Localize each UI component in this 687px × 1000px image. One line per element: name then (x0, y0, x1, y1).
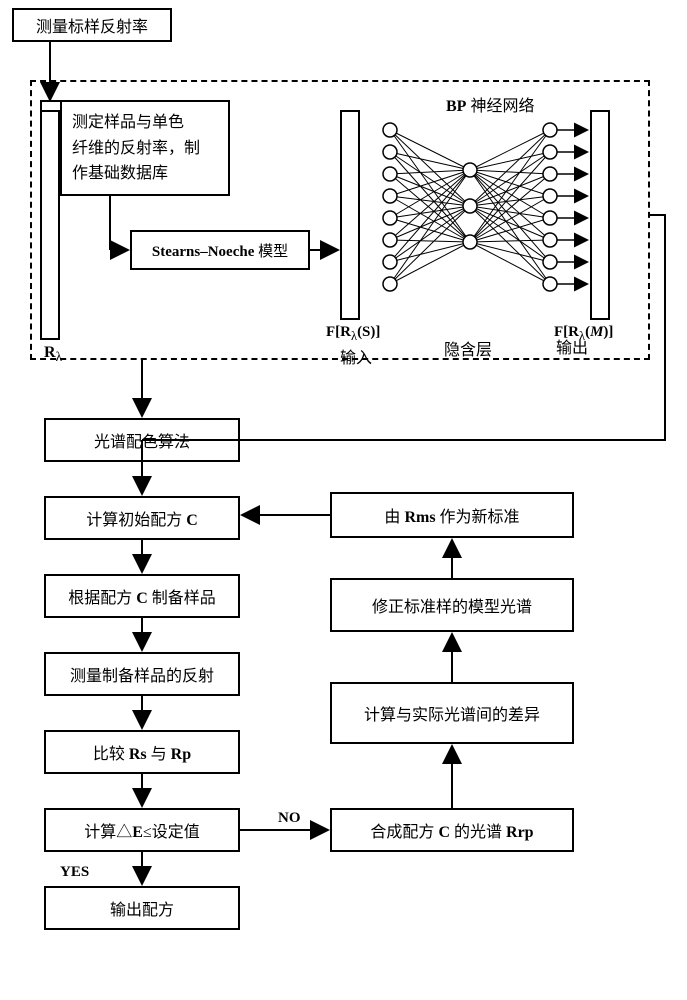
text: Stearns–Noeche 模型 (152, 240, 288, 261)
text: 比较 Rs 与 Rp (93, 740, 191, 764)
rect-F-RlS (340, 110, 360, 320)
box-measure-ref: 测量制备样品的反射 (44, 652, 240, 696)
box-spec-algo: 光谱配色算法 (44, 418, 240, 462)
label-output: 输出 (556, 334, 588, 358)
text: 合成配方 C 的光谱 Rrp (370, 818, 533, 842)
box-rms-std: 由 Rms 作为新标准 (330, 492, 574, 538)
box-calc-diff: 计算与实际光谱间的差异 (330, 682, 574, 744)
box-compare: 比较 Rs 与 Rp (44, 730, 240, 774)
text: 光谱配色算法 (94, 428, 190, 452)
text: 测量制备样品的反射 (70, 662, 214, 686)
label-no: NO (278, 810, 301, 827)
label-input: 输入 (340, 344, 372, 368)
text: 修正标准样的模型光谱 (372, 593, 532, 617)
box-calc-dE: 计算△E≤设定值 (44, 808, 240, 852)
text: 输出配方 (110, 896, 174, 920)
text: 计算初始配方 C (86, 506, 198, 530)
box-calc-c: 计算初始配方 C (44, 496, 240, 540)
line3: 作基础数据库 (72, 165, 168, 182)
label-F-RlS: F[Rλ(S)] (326, 324, 380, 344)
line2: 纤维的反射率，制 (72, 140, 200, 157)
box-output-recipe: 输出配方 (44, 886, 240, 930)
line1: 测定样品与单色 (72, 114, 184, 131)
label-R-lambda: Rλ (44, 344, 62, 365)
box-correct-model: 修正标准样的模型光谱 (330, 578, 574, 632)
box-stearns-model: Stearns–Noeche 模型 (130, 230, 310, 270)
text: 计算与实际光谱间的差异 (364, 701, 540, 725)
text: 根据配方 C 制备样品 (68, 584, 216, 608)
rect-F-RlM (590, 110, 610, 320)
box-database: 测定样品与单色 纤维的反射率，制 作基础数据库 (60, 100, 230, 196)
label-bp-nn: BP 神经网络 (446, 92, 534, 116)
text: 测量标样反射率 (36, 13, 148, 37)
text: 由 Rms 作为新标准 (384, 503, 519, 527)
label-hidden: 隐含层 (444, 336, 492, 360)
box-synth-rrp: 合成配方 C 的光谱 Rrp (330, 808, 574, 852)
text: 计算△E≤设定值 (84, 818, 199, 842)
box-prep-sample: 根据配方 C 制备样品 (44, 574, 240, 618)
label-yes: YES (60, 864, 89, 881)
rect-R-lambda (40, 110, 60, 340)
box-measure-standard: 测量标样反射率 (12, 8, 172, 42)
